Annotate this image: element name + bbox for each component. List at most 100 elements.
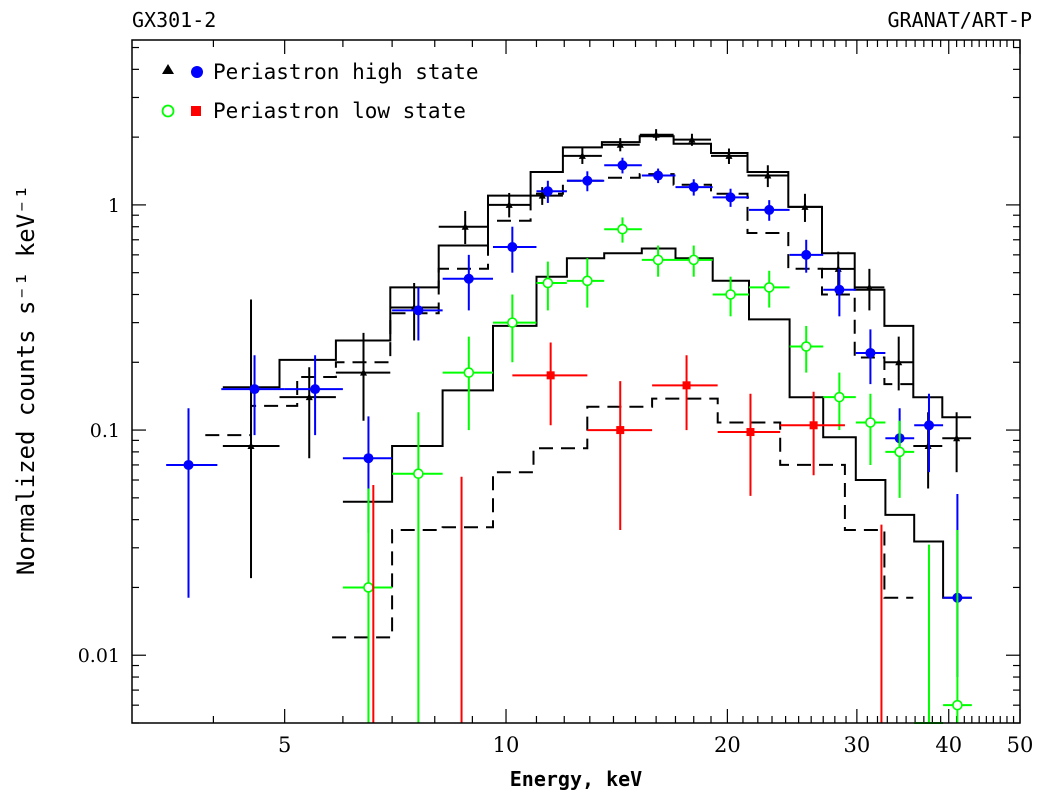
triangle-marker bbox=[801, 202, 809, 210]
data-point-blue-filled-circle bbox=[492, 226, 537, 273]
square-marker bbox=[546, 371, 555, 380]
triangle-marker bbox=[865, 283, 873, 291]
data-point-green-open-circle bbox=[748, 270, 790, 308]
data-point-red-filled-square bbox=[512, 342, 588, 426]
y-tick-label: 0.01 bbox=[78, 645, 120, 667]
x-tick-labels: 5 10 20 30 40 50 bbox=[278, 733, 1033, 757]
x-tick-label: 20 bbox=[714, 733, 741, 757]
triangle-marker bbox=[688, 135, 696, 143]
data-point-green-open-circle bbox=[914, 544, 944, 724]
legend-red-square-icon bbox=[191, 106, 201, 116]
data-point-blue-filled-circle bbox=[789, 239, 824, 273]
open-circle-marker bbox=[763, 282, 775, 293]
circle-marker bbox=[413, 305, 424, 316]
data-point-red-filled-square bbox=[717, 393, 781, 496]
open-circle-marker bbox=[800, 341, 812, 352]
plot-frame bbox=[131, 39, 1021, 724]
data-point-blue-filled-circle bbox=[748, 200, 790, 221]
triangle-marker bbox=[247, 441, 255, 449]
circle-marker bbox=[688, 182, 699, 193]
circle-marker bbox=[801, 249, 812, 260]
x-axis-title: Energy, keV bbox=[510, 767, 642, 791]
open-circle-marker bbox=[894, 446, 905, 458]
open-circle-marker bbox=[865, 417, 876, 428]
triangle-marker bbox=[725, 151, 733, 159]
model-high-dashed bbox=[205, 173, 914, 437]
data-point-blue-filled-circle bbox=[284, 355, 343, 436]
triangle-marker bbox=[764, 171, 772, 179]
data-point-green-open-circle bbox=[712, 276, 749, 317]
data-point-green-open-circle bbox=[641, 245, 676, 277]
circle-marker bbox=[542, 186, 553, 197]
data-point-black-triangle bbox=[601, 138, 640, 152]
triangle-marker bbox=[461, 222, 469, 230]
open-circle-marker bbox=[652, 254, 664, 266]
triangle-marker bbox=[895, 358, 903, 366]
data-point-green-open-circle bbox=[604, 217, 642, 243]
data-point-blue-filled-circle bbox=[855, 329, 886, 385]
legend-entry-high: Periastron high state bbox=[213, 60, 479, 84]
data-point-black-triangle bbox=[942, 412, 972, 473]
model-histograms bbox=[205, 135, 972, 639]
data-point-green-open-circle bbox=[675, 245, 713, 277]
open-circle-marker bbox=[688, 254, 700, 266]
data-point-blue-filled-circle bbox=[604, 157, 642, 174]
circle-marker bbox=[834, 284, 845, 295]
data-point-black-triangle bbox=[854, 268, 885, 311]
open-circle-marker bbox=[413, 468, 424, 480]
open-circle-marker bbox=[582, 275, 593, 287]
data-point-black-triangle bbox=[884, 336, 914, 391]
axis-ticks bbox=[132, 40, 1021, 724]
data-point-green-open-circle bbox=[442, 336, 493, 431]
triangle-marker bbox=[505, 200, 513, 208]
triangle-marker bbox=[359, 368, 367, 376]
triangle-marker bbox=[578, 151, 586, 159]
data-point-green-open-circle bbox=[855, 393, 886, 465]
square-marker bbox=[746, 428, 755, 437]
data-point-green-open-circle bbox=[885, 420, 915, 498]
open-circle-marker bbox=[952, 699, 963, 711]
x-tick-label: 40 bbox=[935, 733, 962, 757]
legend-green-circle-icon bbox=[161, 104, 175, 118]
data-point-blue-filled-circle bbox=[641, 168, 676, 184]
data-point-blue-filled-circle bbox=[392, 287, 443, 341]
data-point-blue-filled-circle bbox=[712, 188, 749, 207]
data-point-black-triangle bbox=[673, 133, 711, 146]
open-circle-marker bbox=[363, 582, 374, 593]
legend: Periastron high state Periastron low sta… bbox=[161, 60, 479, 123]
data-point-black-triangle bbox=[438, 210, 488, 245]
source-label: GX301-2 bbox=[132, 8, 216, 32]
data-point-black-triangle bbox=[487, 192, 531, 218]
data-point-green-open-circle bbox=[342, 488, 393, 723]
data-point-green-open-circle bbox=[536, 261, 567, 311]
y-tick-labels: 0.01 0.1 1 bbox=[78, 195, 120, 667]
triangle-marker bbox=[652, 130, 660, 138]
square-marker bbox=[809, 421, 818, 430]
data-point-black-triangle bbox=[788, 193, 823, 222]
instrument-label: GRANAT/ART-P bbox=[888, 8, 1033, 32]
circle-marker bbox=[923, 420, 934, 431]
open-circle-marker bbox=[725, 289, 736, 300]
triangle-marker bbox=[953, 434, 961, 442]
x-tick-label: 50 bbox=[1007, 733, 1034, 757]
data-point-blue-filled-circle bbox=[566, 171, 605, 192]
data-point-black-triangle bbox=[710, 148, 748, 164]
data-point-red-filled-square bbox=[652, 355, 718, 431]
x-tick-label: 10 bbox=[493, 733, 520, 757]
circle-marker bbox=[310, 384, 321, 395]
data-point-black-triangle bbox=[335, 332, 391, 421]
data-point-black-triangle bbox=[747, 165, 789, 188]
triangle-marker bbox=[616, 140, 624, 148]
data-points bbox=[166, 129, 972, 724]
data-point-green-open-circle bbox=[823, 372, 856, 431]
open-circle-marker bbox=[542, 277, 554, 289]
open-circle-marker bbox=[834, 391, 845, 403]
circle-marker bbox=[363, 453, 374, 464]
data-point-black-triangle bbox=[639, 129, 674, 141]
open-circle-marker bbox=[463, 367, 475, 378]
open-circle-marker bbox=[617, 223, 628, 235]
y-tick-label: 0.1 bbox=[90, 420, 120, 442]
circle-marker bbox=[764, 204, 775, 215]
circle-marker bbox=[249, 384, 260, 395]
